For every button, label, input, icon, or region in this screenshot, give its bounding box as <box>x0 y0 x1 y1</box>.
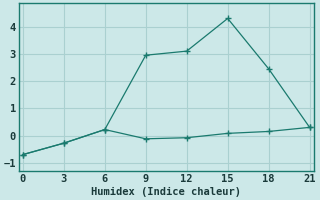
X-axis label: Humidex (Indice chaleur): Humidex (Indice chaleur) <box>91 186 241 197</box>
